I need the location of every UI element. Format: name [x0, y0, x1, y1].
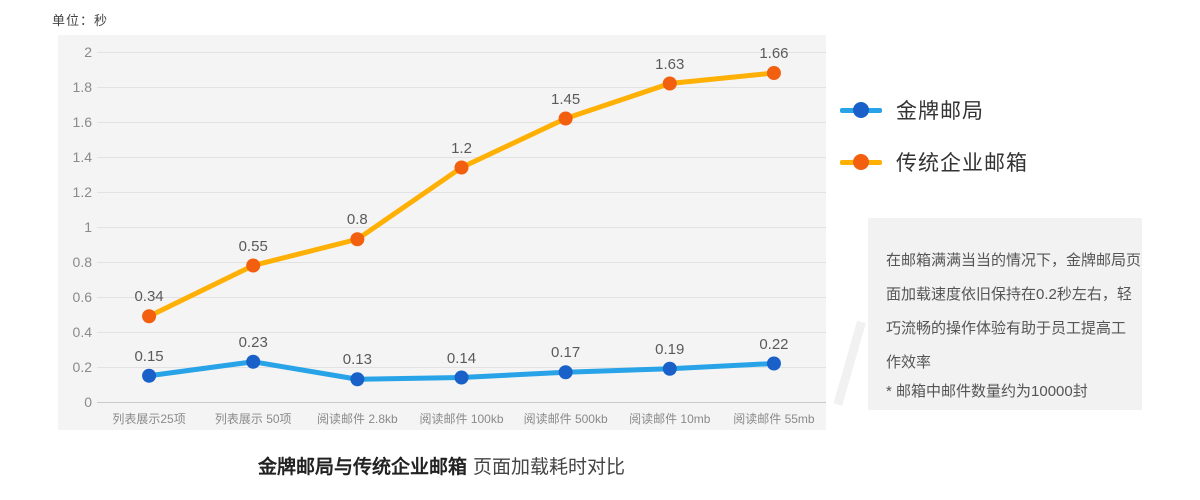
x-axis-label: 列表展示 50项 [214, 412, 292, 426]
y-axis-tick-label: 1.4 [72, 149, 92, 165]
data-point-label: 0.8 [346, 211, 368, 229]
legend-marker-blue [840, 98, 882, 122]
data-point-dot [246, 354, 261, 369]
gridline [97, 262, 826, 263]
data-point-dot [558, 365, 573, 380]
data-point-dot [142, 368, 157, 383]
data-point-label: 0.17 [551, 344, 581, 362]
data-point-label: 1.63 [655, 55, 685, 73]
note-text-line: 作效率 [886, 354, 932, 371]
note-footnote: * 邮箱中邮件数量约为10000封 [886, 383, 1088, 400]
legend-item-jinpai: 金牌邮局 [840, 98, 1028, 123]
legend-item-chuantong: 传统企业邮箱 [840, 150, 1028, 175]
legend-dot-icon [853, 154, 869, 170]
y-axis-tick-label: 0.2 [72, 359, 92, 375]
data-point-dot [350, 232, 365, 247]
chart-legend: 金牌邮局 传统企业邮箱 [840, 98, 1028, 202]
data-point-label: 1.2 [451, 139, 472, 157]
legend-dot-icon [853, 102, 869, 118]
note-text-line: 巧流畅的操作体验有助于员工提高工 [886, 320, 1127, 337]
chart-caption: 金牌邮局与传统企业邮箱 页面加载耗时对比 [258, 452, 625, 479]
y-axis-tick-label: 1.6 [72, 114, 92, 130]
gridline [97, 367, 826, 368]
data-point-dot [662, 76, 677, 91]
gridline [97, 227, 826, 228]
series-line-传统企业邮箱 [146, 70, 777, 319]
x-axis-label: 阅读邮件 2.8kb [316, 412, 398, 426]
legend-label: 金牌邮局 [896, 100, 984, 123]
data-point-label: 0.13 [342, 351, 372, 369]
legend-marker-orange [840, 150, 882, 174]
data-point-dot [766, 356, 781, 371]
y-axis-tick-label: 0.4 [72, 324, 92, 340]
data-point-dot [246, 258, 261, 273]
gridline [97, 87, 826, 88]
y-axis-tick-label: 0 [84, 394, 92, 410]
gridline [97, 157, 826, 158]
data-point-dot [350, 372, 365, 387]
data-point-label: 0.19 [655, 340, 685, 358]
gridline [97, 192, 826, 193]
data-point-dot [454, 160, 469, 175]
gridline [97, 402, 826, 403]
y-axis-tick-label: 0.6 [72, 289, 92, 305]
data-point-label: 0.15 [134, 347, 164, 365]
y-axis-tick-label: 1.8 [72, 79, 92, 95]
x-axis-label: 阅读邮件 55mb [733, 412, 815, 426]
x-axis-label: 阅读邮件 10mb [629, 412, 711, 426]
y-axis-tick-label: 0.8 [72, 254, 92, 270]
data-point-label: 0.23 [238, 333, 268, 351]
data-point-dot [142, 309, 157, 324]
y-axis-tick-label: 1 [84, 219, 92, 235]
y-axis-tick-label: 1.2 [72, 184, 92, 200]
data-point-label: 1.45 [551, 90, 581, 108]
y-axis-unit-label: 单位：秒 [52, 13, 109, 28]
data-point-dot [454, 370, 469, 385]
note-text-line: 在邮箱满满当当的情况下，金牌邮局页 [886, 252, 1142, 269]
data-point-dot [558, 111, 573, 126]
chart-lines-layer [142, 66, 781, 387]
data-point-label: 0.55 [238, 237, 268, 255]
x-axis-label: 列表展示25项 [112, 412, 186, 426]
data-point-label: 1.66 [759, 45, 789, 62]
x-axis-label: 阅读邮件 500kb [523, 412, 608, 426]
chart-plot-area: 0 0.2 0.4 0.6 0.8 1 1.2 1.4 1.6 1.8 2 列表展示25项 列表展示 5… [58, 35, 826, 430]
data-point-label: 0.34 [134, 288, 164, 306]
gridline [97, 332, 826, 333]
gridline [97, 52, 826, 53]
gridline [97, 297, 826, 298]
data-point-label: 0.22 [759, 335, 789, 353]
note-box: 在邮箱满满当当的情况下，金牌邮局页 面加载速度依旧保持在0.2秒左右，轻 巧流畅… [868, 218, 1142, 410]
x-axis-label: 阅读邮件 100kb [419, 412, 504, 426]
caption-regular-part: 页面加载耗时对比 [473, 457, 626, 478]
data-point-label: 0.14 [446, 349, 477, 367]
data-point-dot [766, 66, 781, 80]
note-text-line: 面加载速度依旧保持在0.2秒左右，轻 [886, 286, 1132, 303]
legend-label: 传统企业邮箱 [896, 152, 1028, 175]
data-point-dot [662, 361, 677, 376]
y-axis-tick-label: 2 [84, 44, 92, 60]
note-box-tail [833, 320, 866, 406]
gridline [97, 122, 826, 123]
caption-bold-part: 金牌邮局与传统企业邮箱 [258, 457, 468, 478]
